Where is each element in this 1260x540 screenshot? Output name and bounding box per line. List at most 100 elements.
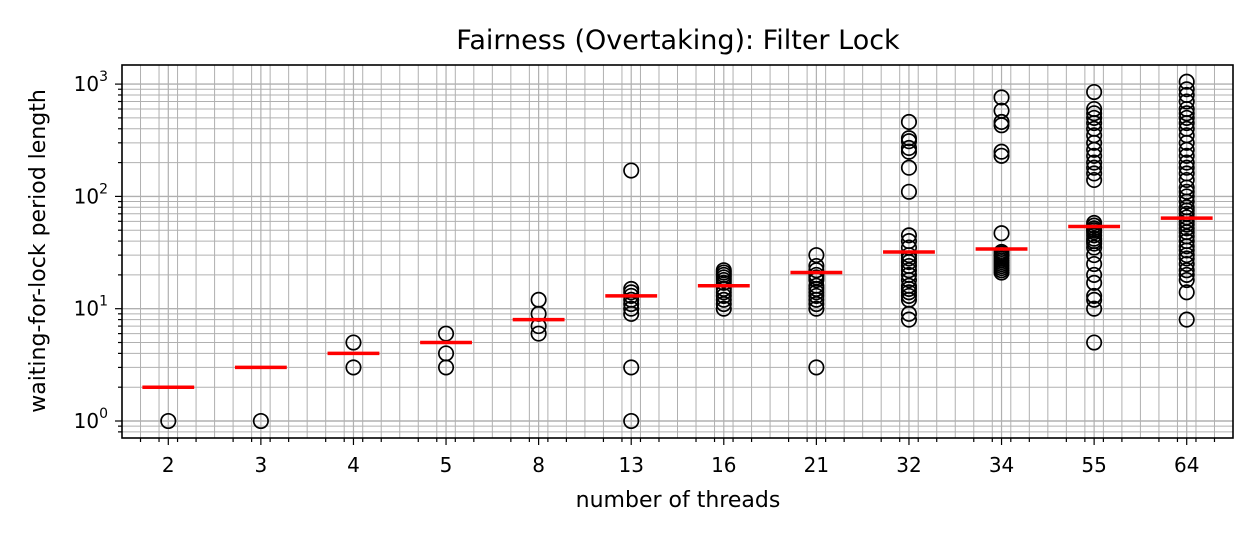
y-tick-label: 102 [74,181,108,208]
outlier-point [1178,109,1195,126]
outlier-point [1086,105,1103,122]
outlier-point [623,412,640,430]
outlier-point [900,277,918,294]
outlier-point [252,412,269,430]
outlier-point [715,262,732,279]
outlier-point [808,359,825,376]
y-tick-label-exponent: 2 [99,181,108,197]
y-tick-label-base: 10 [74,409,99,433]
x-tick-label: 21 [804,453,829,477]
outlier-point [993,225,1010,242]
outlier-point [1178,147,1195,164]
outlier-point [160,412,177,430]
outlier-point [530,291,547,308]
outlier-point [1086,255,1103,273]
outlier-point [900,227,918,244]
outlier-point [900,113,918,131]
outlier-point [623,359,640,376]
x-tick-label: 64 [1174,453,1199,477]
outlier-point [1086,165,1103,182]
x-tick-label: 5 [440,453,453,477]
outlier-point [808,300,825,317]
outlier-point [1178,171,1195,189]
outlier-point [1086,291,1103,308]
outlier-point [1086,274,1103,291]
x-tick-label: 2 [162,453,175,477]
outlier-point [623,291,640,308]
outlier-point [900,257,918,275]
outlier-point [1178,271,1195,289]
outlier-point [1178,120,1195,137]
x-tick-label: 55 [1081,453,1106,477]
outlier-point [993,243,1010,261]
outlier-point [1178,284,1195,301]
outlier-point [1086,214,1103,232]
outlier-point [715,287,732,304]
y-tick-label-exponent: 1 [99,294,108,310]
outlier-point [1178,266,1195,283]
outlier-point [993,102,1010,119]
y-tick-label-exponent: 3 [99,69,108,85]
outlier-point [900,159,918,176]
x-tick-label: 32 [896,453,921,477]
outlier-point [530,325,547,342]
outlier-point [808,277,825,294]
outlier-point [1178,105,1195,122]
outlier-point [1086,334,1103,351]
outlier-point [623,300,640,317]
outlier-point [1178,154,1195,171]
outlier-point [1178,188,1195,205]
x-tick-label: 13 [618,453,643,477]
y-tick-label: 103 [74,69,108,96]
outlier-point [1178,311,1195,328]
outlier-point [808,287,825,304]
outlier-point [1178,81,1195,98]
outlier-point [1178,127,1195,144]
outlier-point [900,266,918,283]
x-tick-label: 4 [347,453,360,477]
outlier-point [1178,93,1195,110]
outlier-point [993,147,1010,164]
outlier-point [623,162,640,179]
outlier-point [1086,239,1103,256]
outlier-point [1178,73,1195,90]
outlier-point [1178,183,1195,200]
y-tick-label: 101 [74,294,108,321]
outlier-point [1086,300,1103,317]
outlier-point [900,239,918,256]
y-tick-label-base: 10 [74,184,99,208]
outlier-point [1086,159,1103,176]
plot-data [142,73,1213,430]
outlier-point [715,300,732,317]
outlier-point [1178,233,1195,250]
x-tick-label: 16 [711,453,736,477]
outlier-point [900,143,918,160]
y-tick-label: 100 [74,406,108,433]
outlier-point [900,130,918,147]
chart-title: Fairness (Overtaking): Filter Lock [456,25,900,56]
x-tick-label: 3 [255,453,268,477]
outlier-point [900,233,918,250]
outlier-point [900,311,918,328]
outlier-point [1086,154,1103,171]
plot-frame [121,64,1234,439]
outlier-point [1178,86,1195,104]
outlier-point [1086,127,1103,144]
outlier-point [437,345,455,362]
outlier-point [1086,109,1103,126]
outlier-point [1086,266,1103,283]
outlier-point [715,291,732,308]
outlier-point [1086,120,1103,137]
y-axis-label: waiting-for-lock period length [26,89,51,413]
y-tick-label-exponent: 0 [99,406,108,422]
outlier-point [1086,100,1103,118]
outlier-point [1086,147,1103,164]
outlier-point [345,334,362,351]
outlier-point [1178,159,1195,176]
outlier-point [345,359,362,376]
grid [122,65,1233,438]
x-tick-label: 34 [989,453,1014,477]
outlier-point [993,89,1010,106]
